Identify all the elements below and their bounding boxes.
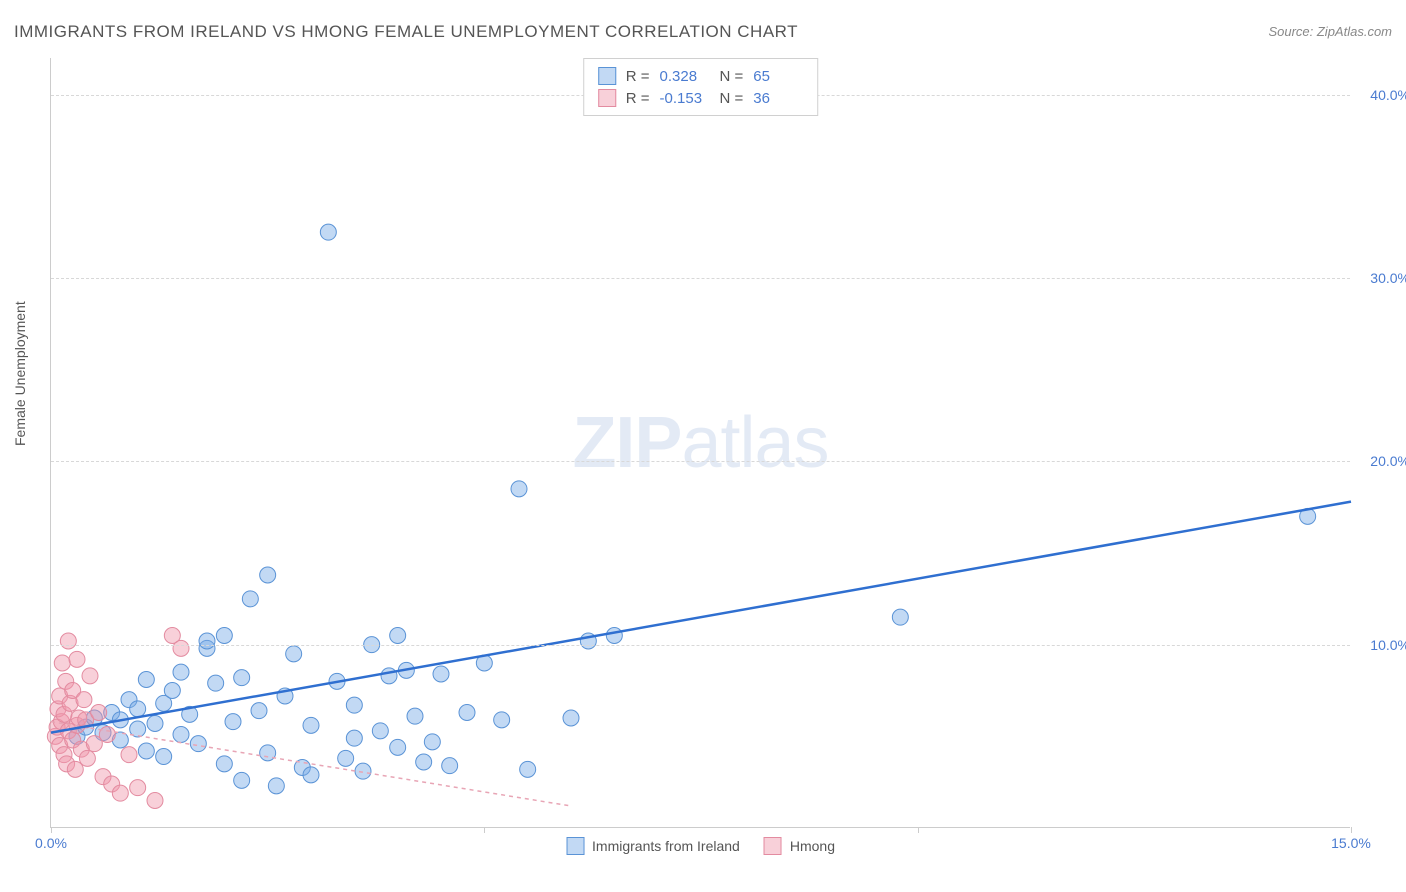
- legend-item-hmong: Hmong: [764, 837, 835, 855]
- correlation-legend: R = 0.328 N = 65 R = -0.153 N = 36: [583, 58, 819, 116]
- scatter-point: [338, 750, 354, 766]
- scatter-point: [173, 664, 189, 680]
- scatter-point: [320, 224, 336, 240]
- scatter-point: [138, 743, 154, 759]
- y-tick-label: 40.0%: [1355, 87, 1406, 103]
- series-legend: Immigrants from Ireland Hmong: [566, 837, 835, 855]
- scatter-point: [60, 633, 76, 649]
- legend-swatch-hmong: [598, 89, 616, 107]
- scatter-point: [242, 591, 258, 607]
- gridline: [51, 461, 1350, 462]
- scatter-point: [147, 716, 163, 732]
- scatter-point: [424, 734, 440, 750]
- x-tick: [1351, 827, 1352, 833]
- scatter-point: [190, 736, 206, 752]
- scatter-point: [390, 628, 406, 644]
- scatter-point: [216, 756, 232, 772]
- scatter-point: [346, 730, 362, 746]
- scatter-point: [138, 672, 154, 688]
- x-tick: [484, 827, 485, 833]
- chart-title: IMMIGRANTS FROM IRELAND VS HMONG FEMALE …: [14, 22, 798, 42]
- gridline: [51, 645, 1350, 646]
- scatter-point: [372, 723, 388, 739]
- scatter-point: [225, 714, 241, 730]
- r-value: 0.328: [660, 68, 710, 85]
- scatter-point: [199, 633, 215, 649]
- chart-container: IMMIGRANTS FROM IRELAND VS HMONG FEMALE …: [0, 0, 1406, 892]
- scatter-point: [76, 692, 92, 708]
- legend-label: Hmong: [790, 838, 835, 854]
- plot-area: ZIPatlas R = 0.328 N = 65 R = -0.153 N =…: [50, 58, 1350, 828]
- scatter-point: [494, 712, 510, 728]
- scatter-point: [121, 747, 137, 763]
- plot-svg: [51, 58, 1350, 827]
- scatter-point: [407, 708, 423, 724]
- scatter-point: [286, 646, 302, 662]
- scatter-point: [606, 628, 622, 644]
- n-label: N =: [720, 90, 744, 107]
- r-label: R =: [626, 68, 650, 85]
- scatter-point: [346, 697, 362, 713]
- gridline: [51, 278, 1350, 279]
- scatter-point: [147, 793, 163, 809]
- legend-label: Immigrants from Ireland: [592, 838, 740, 854]
- legend-item-ireland: Immigrants from Ireland: [566, 837, 740, 855]
- scatter-point: [173, 640, 189, 656]
- scatter-point: [130, 780, 146, 796]
- scatter-point: [156, 749, 172, 765]
- trend-line: [51, 722, 571, 806]
- scatter-point: [390, 739, 406, 755]
- r-value: -0.153: [660, 90, 710, 107]
- scatter-point: [216, 628, 232, 644]
- scatter-point: [69, 651, 85, 667]
- y-tick-label: 20.0%: [1355, 453, 1406, 469]
- r-label: R =: [626, 90, 650, 107]
- y-tick-label: 10.0%: [1355, 637, 1406, 653]
- scatter-point: [173, 727, 189, 743]
- y-tick-label: 30.0%: [1355, 270, 1406, 286]
- scatter-point: [355, 763, 371, 779]
- scatter-point: [208, 675, 224, 691]
- scatter-point: [442, 758, 458, 774]
- scatter-point: [433, 666, 449, 682]
- x-tick: [918, 827, 919, 833]
- x-tick-label: 0.0%: [35, 835, 67, 851]
- scatter-point: [511, 481, 527, 497]
- x-tick-label: 15.0%: [1331, 835, 1371, 851]
- trend-line: [51, 502, 1351, 733]
- legend-swatch-ireland: [598, 67, 616, 85]
- scatter-point: [251, 703, 267, 719]
- scatter-point: [54, 655, 70, 671]
- scatter-point: [416, 754, 432, 770]
- x-tick: [51, 827, 52, 833]
- legend-row: R = 0.328 N = 65: [598, 65, 804, 87]
- scatter-point: [91, 705, 107, 721]
- scatter-point: [112, 785, 128, 801]
- n-value: 36: [753, 90, 803, 107]
- scatter-point: [268, 778, 284, 794]
- source-attribution: Source: ZipAtlas.com: [1268, 24, 1392, 39]
- scatter-point: [563, 710, 579, 726]
- scatter-point: [260, 567, 276, 583]
- scatter-point: [164, 683, 180, 699]
- scatter-point: [303, 767, 319, 783]
- scatter-point: [99, 727, 115, 743]
- scatter-point: [130, 701, 146, 717]
- scatter-point: [234, 772, 250, 788]
- legend-swatch-ireland: [566, 837, 584, 855]
- scatter-point: [892, 609, 908, 625]
- scatter-point: [520, 761, 536, 777]
- scatter-point: [381, 668, 397, 684]
- y-axis-label: Female Unemployment: [12, 301, 28, 446]
- legend-swatch-hmong: [764, 837, 782, 855]
- n-value: 65: [753, 68, 803, 85]
- scatter-point: [459, 705, 475, 721]
- scatter-point: [82, 668, 98, 684]
- scatter-point: [303, 717, 319, 733]
- scatter-point: [234, 670, 250, 686]
- legend-row: R = -0.153 N = 36: [598, 87, 804, 109]
- n-label: N =: [720, 68, 744, 85]
- scatter-point: [79, 750, 95, 766]
